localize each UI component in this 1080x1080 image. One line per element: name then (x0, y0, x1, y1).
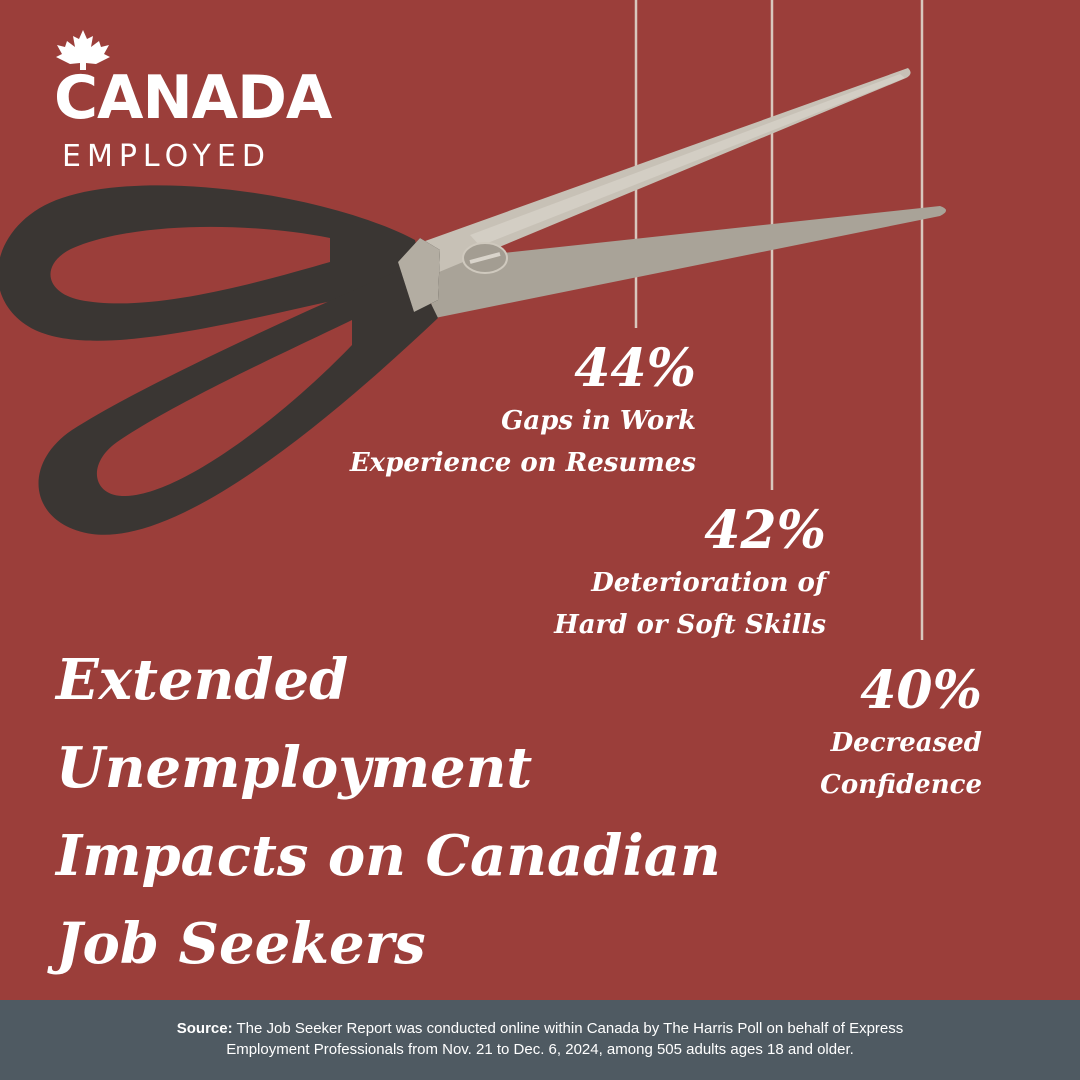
stat-skills-deterioration: 42% Deterioration of Hard or Soft Skills (554, 500, 826, 646)
title-line: Impacts on Canadian (56, 823, 721, 889)
brand-name-employed: EMPLOYED (62, 139, 271, 174)
title-line: Extended (56, 647, 349, 713)
source-text-2: Employment Professionals from Nov. 21 to… (226, 1041, 854, 1058)
title-line: Job Seekers (56, 911, 426, 977)
source-footer: Source: The Job Seeker Report was conduc… (0, 1000, 1080, 1080)
stat-gaps-in-work: 44% Gaps in Work Experience on Resumes (350, 338, 696, 484)
stat-decreased-confidence: 40% Decreased Confidence (820, 660, 982, 806)
stat-percent: 40% (860, 660, 982, 721)
source-label: Source: (176, 1020, 233, 1037)
stat-percent: 44% (574, 338, 696, 399)
page-title: Extended Unemployment Impacts on Canadia… (56, 636, 776, 988)
source-text-1: The Job Seeker Report was conducted onli… (236, 1020, 904, 1037)
stat-label: Gaps in Work (501, 406, 696, 436)
brand-logo: CANADA EMPLOYED (48, 30, 368, 174)
title-line: Unemployment (56, 735, 533, 801)
scissors-icon (0, 68, 946, 535)
brand-name-canada: CANADA (54, 63, 332, 133)
stat-label: Experience on Resumes (349, 448, 696, 478)
stat-label: Confidence (820, 770, 982, 800)
stat-percent: 42% (704, 500, 826, 561)
stat-label: Decreased (830, 728, 982, 758)
source-line-1: Source: The Job Seeker Report was conduc… (0, 1018, 1080, 1039)
stat-label: Hard or Soft Skills (554, 610, 826, 640)
stat-label: Deterioration of (591, 568, 826, 598)
maple-leaf-icon (56, 30, 110, 70)
